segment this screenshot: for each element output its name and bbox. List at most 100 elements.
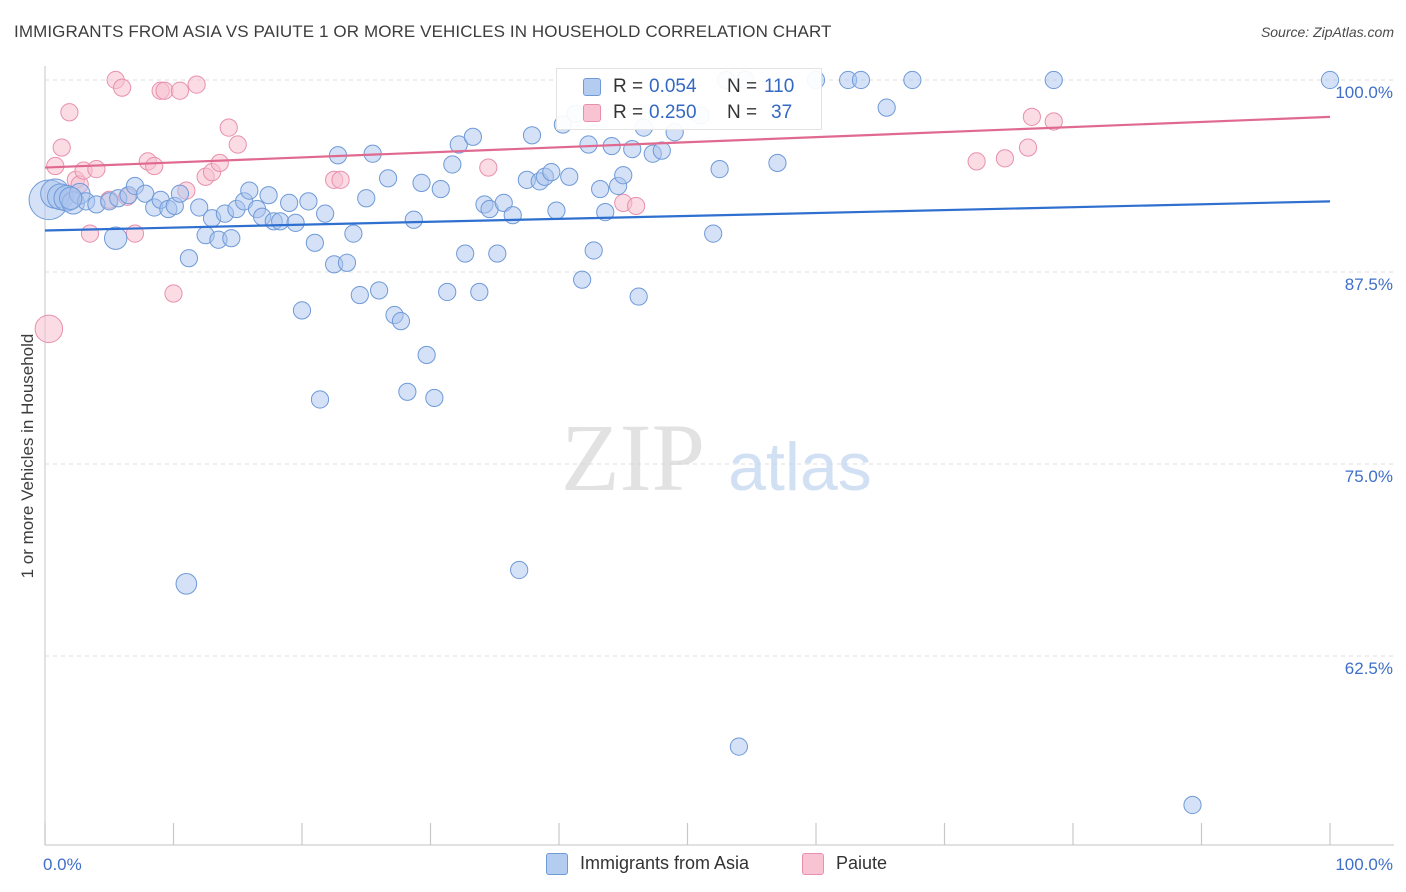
chart-title: IMMIGRANTS FROM ASIA VS PAIUTE 1 OR MORE… <box>14 22 832 41</box>
asia-point <box>316 204 335 223</box>
asia-trend-line <box>44 200 1331 232</box>
asia-point <box>136 184 155 203</box>
asia-point <box>614 166 633 185</box>
asia-point <box>59 186 83 210</box>
asia-point <box>510 560 529 580</box>
paiute-point <box>1022 107 1041 126</box>
asia-point <box>425 388 444 408</box>
asia-point <box>704 224 723 243</box>
paiute-point <box>995 149 1014 168</box>
stats-n-label: N = <box>727 76 758 97</box>
asia-point <box>547 201 566 220</box>
paiute-point <box>52 138 71 157</box>
paiute-point <box>331 170 350 189</box>
legend-label-paiute: Paiute <box>836 853 888 873</box>
asia-point <box>431 179 450 199</box>
asia-point <box>391 312 411 331</box>
paiute-point <box>219 118 238 137</box>
asia-point <box>305 233 324 252</box>
asia-point <box>438 282 457 302</box>
asia-point <box>170 184 190 203</box>
asia-point <box>503 206 522 225</box>
stats-n-value: 110 <box>764 76 795 97</box>
asia-point <box>357 189 376 208</box>
asia-point <box>463 127 483 146</box>
legend-swatch-paiute <box>802 853 824 875</box>
asia-point <box>286 213 305 232</box>
paiute-point <box>1044 112 1063 131</box>
stats-swatch-asia <box>583 78 601 96</box>
x-tick-label: 100.0% <box>1335 855 1393 874</box>
asia-point <box>652 141 671 160</box>
asia-point <box>299 192 318 211</box>
watermark: ZIP atlas <box>561 404 872 511</box>
asia-point <box>903 70 922 90</box>
asia-point <box>851 70 871 90</box>
paiute-point <box>1018 138 1038 157</box>
asia-point <box>449 135 468 154</box>
paiute-point <box>187 75 206 94</box>
asia-point <box>412 173 431 193</box>
y-tick-label: 87.5% <box>1345 275 1393 294</box>
asia-point <box>350 285 369 305</box>
asia-point <box>292 301 312 320</box>
paiute-point <box>164 284 183 303</box>
legend-item-paiute[interactable]: Paiute <box>802 852 912 876</box>
stats-r-value: 0.054 <box>649 76 697 97</box>
asia-point <box>768 153 787 173</box>
asia-point <box>190 198 209 217</box>
asia-point <box>179 249 199 268</box>
stats-r-value: 0.250 <box>649 102 697 123</box>
asia-point <box>488 244 507 263</box>
asia-point <box>456 244 475 263</box>
asia-point <box>417 345 436 365</box>
asia-point <box>470 282 489 302</box>
asia-point <box>1044 70 1063 90</box>
legend-label-asia: Immigrants from Asia <box>580 853 750 873</box>
paiute-trend-line <box>44 115 1331 169</box>
asia-point <box>310 390 330 409</box>
legend-swatch-asia <box>546 853 568 875</box>
asia-point <box>591 179 610 199</box>
paiute-point <box>113 78 132 97</box>
asia-point <box>596 202 615 222</box>
chart-legend: Immigrants from Asia Paiute <box>0 852 1406 878</box>
asia-point <box>542 163 561 182</box>
paiute-point <box>967 152 986 171</box>
legend-item-asia[interactable]: Immigrants from Asia <box>546 852 786 876</box>
paiute-point <box>145 156 164 176</box>
tick-label-layer: 100.0% 87.5% 75.0% 62.5% 0.0% 100.0% <box>43 83 1393 874</box>
asia-point <box>1320 70 1340 90</box>
paiute-point <box>60 103 79 122</box>
stats-swatch-paiute <box>583 104 601 122</box>
watermark-atlas: atlas <box>728 429 872 505</box>
asia-point <box>398 382 417 401</box>
asia-point <box>240 181 259 200</box>
y-tick-label: 100.0% <box>1335 83 1393 102</box>
paiute-point <box>87 159 106 179</box>
asia-point <box>579 135 598 154</box>
asia-point <box>560 167 579 186</box>
asia-point <box>584 241 603 260</box>
asia-point <box>494 193 513 212</box>
paiute-point <box>627 196 646 216</box>
watermark-zip: ZIP <box>561 404 705 511</box>
source-credit: Source: ZipAtlas.com <box>1260 24 1394 40</box>
y-tick-label: 75.0% <box>1345 467 1393 486</box>
asia-point <box>404 210 423 229</box>
asia-point <box>271 212 290 231</box>
asia-point <box>1183 795 1202 815</box>
asia-point <box>370 281 389 300</box>
asia-point <box>573 270 592 289</box>
asia-point <box>175 572 198 595</box>
stats-r-label: R = <box>613 76 644 97</box>
asia-point <box>729 737 749 756</box>
asia-point <box>103 226 128 250</box>
stats-n-label: N = <box>727 102 758 123</box>
asia-point <box>443 155 462 174</box>
asia-point <box>378 169 398 188</box>
paiute-point <box>80 224 100 243</box>
asia-point <box>629 287 648 306</box>
paiute-point <box>479 158 498 177</box>
